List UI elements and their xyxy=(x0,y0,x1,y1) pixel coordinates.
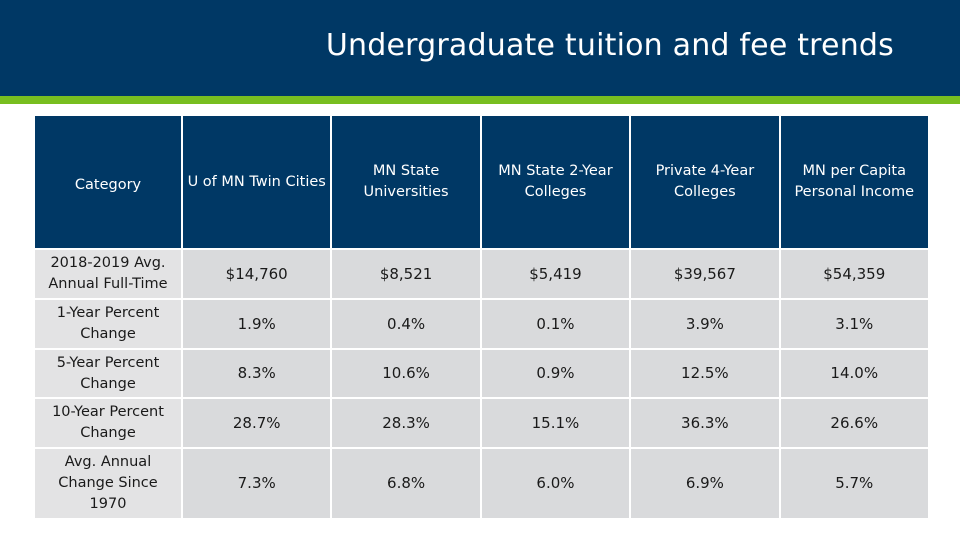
table-cell: 14.0% xyxy=(778,348,930,399)
table-row: Avg. Annual Change Since 1970 7.3% 6.8% … xyxy=(33,447,930,520)
row-label: 2018-2019 Avg. Annual Full-Time xyxy=(33,248,183,300)
table-cell: 0.9% xyxy=(479,348,632,399)
table-cell: $54,359 xyxy=(778,248,930,300)
table-cell: 28.7% xyxy=(180,397,333,449)
accent-bar xyxy=(0,96,960,104)
table-cell: $8,521 xyxy=(330,248,482,300)
slide-title: Undergraduate tuition and fee trends xyxy=(325,28,894,63)
table-cell: 8.3% xyxy=(180,348,333,399)
table-cell: 15.1% xyxy=(479,397,632,449)
table-cell: 6.8% xyxy=(330,447,482,520)
table-row: 2018-2019 Avg. Annual Full-Time $14,760 … xyxy=(33,248,930,300)
table-cell: 6.9% xyxy=(629,447,781,520)
slide-header: Undergraduate tuition and fee trends xyxy=(0,0,960,96)
table-cell: 3.9% xyxy=(629,298,781,350)
table-cell: 12.5% xyxy=(629,348,781,399)
table-cell: 28.3% xyxy=(330,397,482,449)
table-cell: $14,760 xyxy=(180,248,333,300)
row-label: 5-Year Percent Change xyxy=(33,348,183,399)
table-cell: 10.6% xyxy=(330,348,482,399)
table-row: 10-Year Percent Change 28.7% 28.3% 15.1%… xyxy=(33,397,930,449)
header-mn-per-capita-income: MN per Capita Personal Income xyxy=(778,114,930,250)
table-cell: 1.9% xyxy=(180,298,333,350)
row-label: Avg. Annual Change Since 1970 xyxy=(33,447,183,520)
row-label: 1-Year Percent Change xyxy=(33,298,183,350)
header-category: Category xyxy=(33,114,183,250)
table-cell: 26.6% xyxy=(778,397,930,449)
header-u-of-mn-twin-cities: U of MN Twin Cities xyxy=(180,114,333,250)
table-header-row: Category U of MN Twin Cities MN State Un… xyxy=(33,114,930,250)
table-cell: 0.1% xyxy=(479,298,632,350)
table-cell: 0.4% xyxy=(330,298,482,350)
table-cell: 5.7% xyxy=(778,447,930,520)
table-row: 5-Year Percent Change 8.3% 10.6% 0.9% 12… xyxy=(33,348,930,399)
header-mn-state-universities: MN State Universities xyxy=(330,114,482,250)
table-cell: 6.0% xyxy=(479,447,632,520)
table-cell: 36.3% xyxy=(629,397,781,449)
header-mn-state-2-year-colleges: MN State 2-Year Colleges xyxy=(479,114,632,250)
table-cell: $39,567 xyxy=(629,248,781,300)
header-private-4-year-colleges: Private 4-Year Colleges xyxy=(629,114,781,250)
table-cell: $5,419 xyxy=(479,248,632,300)
row-label: 10-Year Percent Change xyxy=(33,397,183,449)
table-cell: 7.3% xyxy=(180,447,333,520)
table-row: 1-Year Percent Change 1.9% 0.4% 0.1% 3.9… xyxy=(33,298,930,350)
tuition-trends-table: Category U of MN Twin Cities MN State Un… xyxy=(33,114,930,520)
table-cell: 3.1% xyxy=(778,298,930,350)
